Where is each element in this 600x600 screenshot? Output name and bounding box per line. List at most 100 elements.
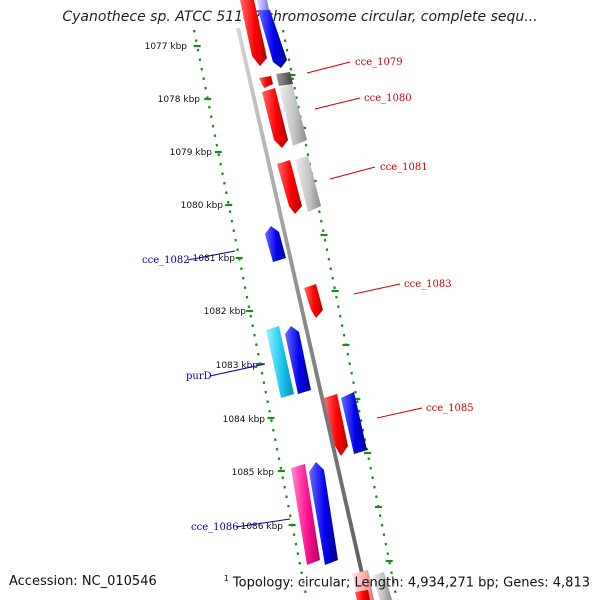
ruler-dot	[260, 371, 264, 375]
ruler-dot	[241, 276, 245, 280]
ruler-dot	[329, 267, 333, 271]
ruler-dot	[323, 238, 327, 242]
gene-feature-pink	[291, 464, 320, 565]
ruler-dot	[346, 352, 350, 356]
ruler-dot	[281, 29, 285, 33]
ruler-dot	[194, 39, 198, 43]
ruler-dot	[209, 115, 213, 119]
gene-labels: cce_1079 cce_1080 cce_1081 cce_1082 cce_…	[142, 57, 474, 533]
ruler-dot	[369, 466, 372, 470]
gene-feature-blue	[258, 10, 287, 68]
ruler-dot	[338, 314, 342, 318]
ruler-dot	[318, 210, 321, 214]
ruler-dot	[255, 343, 258, 347]
ruler-dot	[243, 286, 247, 290]
ruler-dot	[268, 409, 271, 413]
gene-feature-red	[277, 160, 302, 214]
ruler-dot	[207, 105, 211, 109]
kbp-tick-label: 1082 kbp	[204, 307, 247, 317]
ruler-dot	[321, 229, 325, 233]
kbp-tick-label: 1084 kbp	[223, 415, 266, 425]
gene-feature-blue	[265, 226, 286, 262]
ruler-dot	[272, 428, 275, 432]
leader-cce-1080	[314, 97, 361, 110]
ruler-dot	[354, 390, 357, 394]
ruler-dot	[380, 523, 384, 527]
ruler-dot	[325, 248, 329, 252]
kbp-tick-label: 1079 kbp	[170, 148, 213, 158]
ruler-dot	[390, 571, 393, 575]
ruler-dot	[219, 162, 222, 166]
ruler-dot	[287, 504, 290, 508]
ruler-dot	[200, 67, 204, 71]
ruler-dot	[196, 48, 200, 52]
ruler-dot	[365, 447, 369, 451]
ruler-dot	[375, 495, 378, 499]
ruler-dot	[283, 485, 286, 489]
ruler-dot	[232, 229, 236, 233]
leader-purd	[209, 363, 266, 377]
ruler-dot	[319, 219, 323, 223]
gene-label-cce-1080[interactable]: cce_1080	[364, 93, 412, 104]
ruler-dot	[281, 476, 285, 480]
kbp-tick-labels: 1077 kbp 1078 kbp 1079 kbp 1080 kbp 1081…	[145, 42, 284, 532]
ruler-dot	[289, 67, 293, 71]
ruler-dot	[302, 580, 305, 584]
ruler-dot	[386, 552, 390, 556]
ruler-dot	[352, 381, 355, 385]
ruler-dot	[236, 248, 239, 252]
ruler-dot	[306, 153, 310, 157]
gene-feature-red	[324, 394, 348, 456]
ruler-dot	[223, 181, 226, 185]
ruler-dot	[270, 419, 273, 423]
ruler-dot	[228, 210, 232, 214]
gene-feature-lightblue	[257, 0, 269, 10]
kbp-tick-label: 1085 kbp	[232, 468, 275, 478]
ruler-dot	[384, 542, 388, 546]
ruler-dot	[204, 86, 207, 90]
ruler-dot	[292, 533, 296, 537]
ruler-dot	[226, 200, 230, 204]
ruler-dot	[283, 39, 287, 43]
ruler-dot	[275, 447, 279, 451]
ruler-dot	[287, 58, 291, 62]
ruler-dot	[371, 476, 374, 480]
gene-label-cce-1086[interactable]: cce_1086	[191, 522, 239, 533]
ruler-dot	[234, 238, 238, 242]
leader-cce-1083	[353, 283, 401, 295]
ruler-dot	[392, 580, 395, 584]
ruler-dot	[373, 485, 376, 489]
gene-feature-red	[259, 76, 273, 88]
ruler-dot	[215, 143, 219, 147]
gene-feature-red	[262, 88, 288, 148]
ruler-dot	[294, 542, 298, 546]
ruler-dot	[363, 438, 367, 442]
ruler-dot	[367, 457, 371, 461]
gene-label-cce-1081[interactable]: cce_1081	[380, 162, 428, 173]
ruler-dot	[256, 352, 260, 356]
ruler-dot	[213, 134, 217, 138]
ruler-dot	[361, 428, 365, 432]
leader-cce-1079	[306, 61, 351, 74]
gene-features	[240, 0, 392, 600]
ruler-dot	[266, 400, 270, 404]
gene-label-purd[interactable]: purD	[186, 371, 212, 382]
ruler-dot	[296, 552, 300, 556]
kbp-tick-label: 1083 kbp	[216, 361, 259, 371]
gene-label-cce-1079[interactable]: cce_1079	[355, 57, 403, 68]
kbp-tick-label: 1078 kbp	[158, 95, 201, 105]
gene-label-cce-1083[interactable]: cce_1083	[404, 279, 452, 290]
leader-cce-1085	[376, 407, 423, 419]
gene-feature-red	[304, 284, 323, 318]
ruler-dot	[273, 438, 277, 442]
ruler-dot	[251, 324, 254, 328]
ruler-dot	[337, 305, 340, 309]
leader-cce-1081	[329, 166, 376, 180]
ruler-dot	[298, 561, 302, 565]
topology-text: Topology: circular; Length: 4,934,271 bp…	[232, 575, 590, 591]
ruler-dot	[211, 124, 215, 128]
ruler-dot	[357, 409, 361, 413]
gene-label-cce-1085[interactable]: cce_1085	[426, 403, 474, 414]
ruler-dot	[356, 400, 359, 404]
gene-label-cce-1082[interactable]: cce_1082	[142, 255, 190, 266]
